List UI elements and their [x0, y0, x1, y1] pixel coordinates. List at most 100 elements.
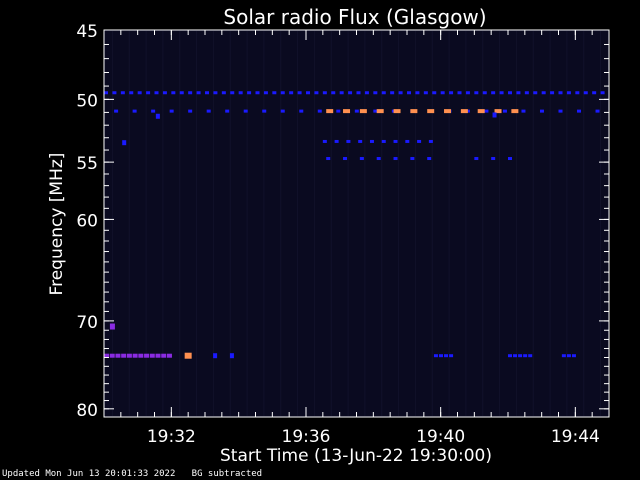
- signal-mark: [132, 353, 138, 358]
- signal-mark: [508, 354, 512, 358]
- signal-mark: [444, 109, 452, 114]
- signal-mark: [188, 109, 193, 113]
- x-axis-label: Start Time (13-Jun-22 19:30:00): [220, 446, 492, 466]
- signal-mark: [577, 109, 582, 113]
- signal-spot: [213, 353, 218, 359]
- signal-mark: [460, 109, 468, 114]
- signal-mark: [213, 91, 218, 95]
- signal-mark: [262, 109, 267, 113]
- signal-mark: [558, 109, 563, 113]
- signal-mark: [373, 109, 378, 113]
- signal-mark: [539, 109, 544, 113]
- signal-mark: [221, 91, 226, 95]
- signal-mark: [326, 109, 334, 114]
- chart-title: Solar radio Flux (Glasgow): [223, 5, 486, 29]
- y-tick-label: 70: [76, 313, 98, 333]
- y-axis-label: Frequency [MHz]: [47, 153, 67, 296]
- signal-mark: [558, 91, 563, 95]
- signal-mark: [369, 139, 374, 143]
- signal-spot: [155, 113, 160, 119]
- signal-mark: [484, 109, 489, 113]
- signal-mark: [511, 109, 519, 114]
- signal-mark: [381, 139, 386, 143]
- y-tick-label: 45: [76, 22, 98, 42]
- signal-mark: [129, 91, 134, 95]
- signal-mark: [398, 91, 403, 95]
- signal-mark: [440, 91, 445, 95]
- signal-mark: [474, 91, 479, 95]
- signal-mark: [104, 353, 109, 358]
- signal-mark: [390, 91, 395, 95]
- x-tick-label: 19:36: [282, 427, 331, 447]
- signal-mark: [171, 91, 176, 95]
- signal-mark: [306, 91, 310, 95]
- signal-mark: [482, 91, 487, 95]
- signal-mark: [550, 91, 555, 95]
- signal-mark: [188, 91, 193, 95]
- signal-mark: [151, 109, 156, 113]
- signal-mark: [432, 91, 437, 95]
- signal-mark: [376, 109, 384, 114]
- x-tick-label: 19:32: [147, 427, 196, 447]
- signal-mark: [575, 91, 580, 95]
- signal-mark: [410, 109, 418, 114]
- signal-mark: [115, 353, 121, 358]
- plot-background: [104, 30, 609, 417]
- signal-mark: [528, 354, 533, 358]
- signal-mark: [149, 353, 155, 358]
- signal-mark: [247, 91, 252, 95]
- signal-mark: [356, 91, 361, 95]
- y-tick-label: 80: [76, 401, 98, 421]
- signal-mark: [169, 109, 174, 113]
- signal-mark: [322, 139, 327, 143]
- signal-mark: [196, 91, 201, 95]
- signal-mark: [417, 139, 422, 143]
- signal-mark: [205, 91, 209, 95]
- y-tick-label: 55: [76, 154, 98, 174]
- signal-mark: [393, 139, 398, 143]
- signal-mark: [561, 354, 566, 358]
- signal-mark: [161, 353, 167, 358]
- signal-mark: [154, 91, 159, 95]
- signal-mark: [474, 157, 479, 161]
- signal-mark: [359, 157, 364, 161]
- signal-mark: [499, 91, 504, 95]
- signal-mark: [518, 354, 523, 358]
- signal-spot: [229, 353, 234, 359]
- signal-spot: [184, 352, 192, 359]
- signal-mark: [126, 353, 132, 358]
- signal-mark: [444, 354, 449, 358]
- signal-mark: [595, 109, 600, 113]
- y-tick-label: 50: [76, 91, 98, 111]
- signal-mark: [449, 91, 454, 95]
- update-status-text: Updated Mon Jun 13 20:01:33 2022 BG subt…: [2, 469, 263, 479]
- signal-mark: [155, 353, 161, 358]
- signal-mark: [427, 109, 435, 114]
- signal-mark: [206, 109, 211, 113]
- signal-mark: [114, 109, 119, 113]
- signal-mark: [410, 157, 415, 161]
- signal-mark: [428, 139, 433, 143]
- signal-mark: [523, 354, 528, 358]
- signal-mark: [583, 91, 588, 95]
- signal-mark: [343, 109, 351, 114]
- signal-mark: [465, 109, 470, 113]
- signal-mark: [299, 109, 304, 113]
- signal-mark: [138, 353, 144, 358]
- signal-mark: [381, 91, 386, 95]
- signal-mark: [297, 91, 302, 95]
- signal-mark: [508, 157, 512, 161]
- signal-mark: [477, 109, 485, 114]
- signal-mark: [405, 139, 410, 143]
- x-tick-label: 19:40: [416, 427, 465, 447]
- signal-mark: [109, 353, 115, 358]
- signal-mark: [491, 157, 496, 161]
- signal-mark: [326, 157, 331, 161]
- signal-mark: [376, 157, 381, 161]
- signal-mark: [393, 109, 401, 114]
- signal-mark: [280, 109, 285, 113]
- signal-mark: [433, 354, 438, 358]
- signal-mark: [533, 91, 538, 95]
- signal-mark: [314, 91, 319, 95]
- signal-mark: [494, 109, 502, 114]
